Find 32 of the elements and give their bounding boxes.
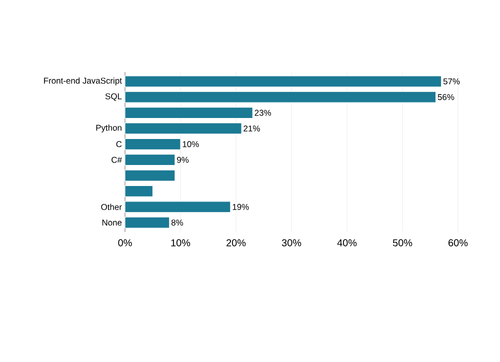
y-tick-label: C [116,141,122,148]
bar [124,216,170,228]
x-tick-label: 10% [171,239,190,246]
data-label: 56% [438,94,454,100]
bar [124,122,242,134]
data-label: 23% [254,110,271,116]
y-tick-label: SQL [105,93,122,101]
x-tick-label: 30% [282,239,302,246]
y-tick-label: C# [112,156,122,163]
x-tick-label: 0% [118,239,132,246]
x-tick-label: 60% [448,239,468,246]
bar [124,91,436,103]
data-label: 19% [232,204,249,210]
bar [124,138,181,150]
bar [124,154,176,166]
bar [124,170,176,182]
y-tick-label: Front-end JavaScript [44,77,122,86]
bar [124,185,154,198]
y-tick-label: Other [101,204,122,210]
x-tick-label: 40% [337,239,357,246]
bar [124,106,253,119]
x-tick-label: 20% [226,239,246,246]
data-label: 8% [171,220,184,226]
y-tick-label: None [102,220,122,226]
bar [124,76,442,88]
data-label: 21% [244,125,260,132]
y-tick-label: Python [96,124,122,132]
data-label: 10% [182,141,199,148]
bar [124,201,231,213]
data-label: 57% [443,78,460,84]
x-tick-label: 50% [392,239,412,246]
data-label: 9% [177,156,189,163]
